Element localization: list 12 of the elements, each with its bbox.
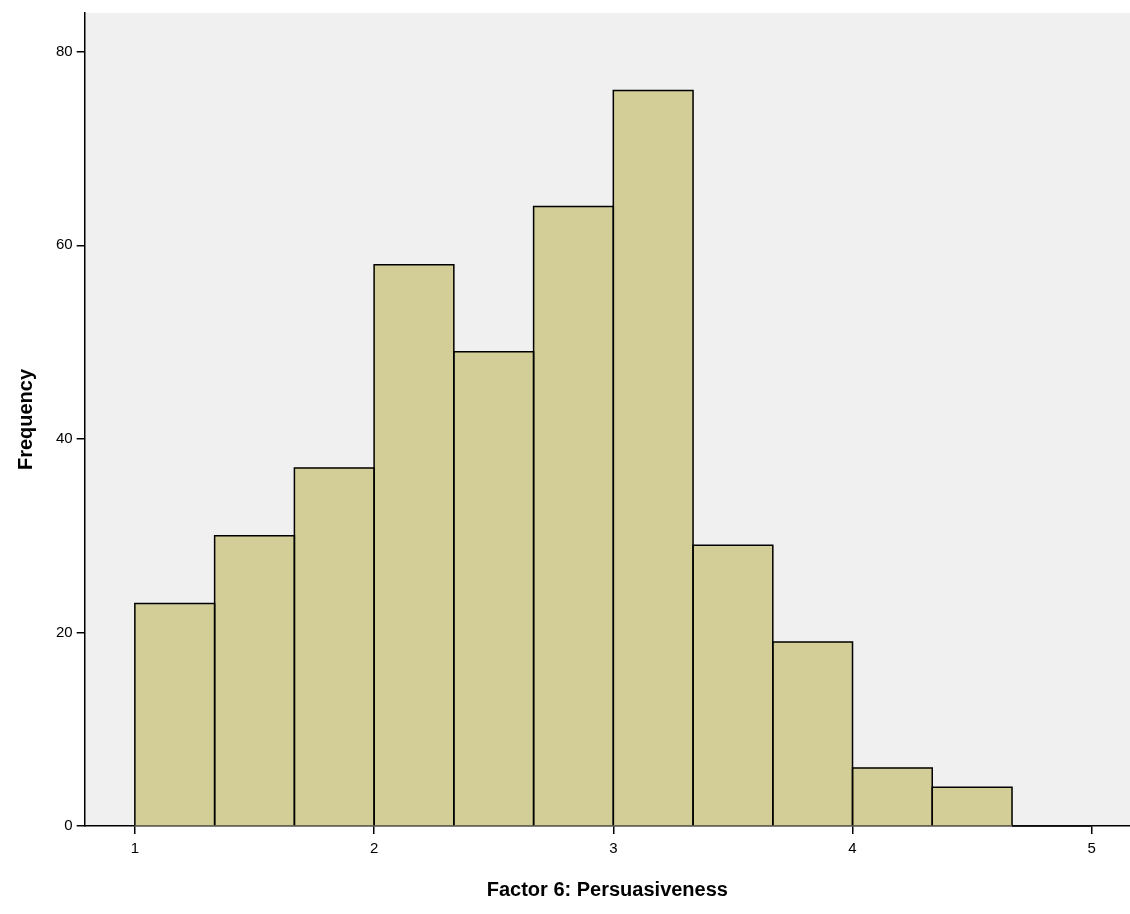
y-tick-label: 0 xyxy=(64,816,73,834)
x-tick-label: 5 xyxy=(1087,839,1096,857)
y-tick-label: 40 xyxy=(56,429,73,446)
x-axis-title: Factor 6: Persuasiveness xyxy=(486,877,728,900)
x-tick-label: 4 xyxy=(848,839,857,857)
y-tick-label: 60 xyxy=(56,235,73,253)
x-tick-label: 2 xyxy=(369,839,379,857)
y-tick-label: 80 xyxy=(56,41,73,59)
x-tick-label: 3 xyxy=(609,839,618,857)
y-axis-title: Frequency xyxy=(13,368,36,471)
x-tick-label: 1 xyxy=(130,839,140,857)
y-tick-label: 20 xyxy=(56,622,73,640)
